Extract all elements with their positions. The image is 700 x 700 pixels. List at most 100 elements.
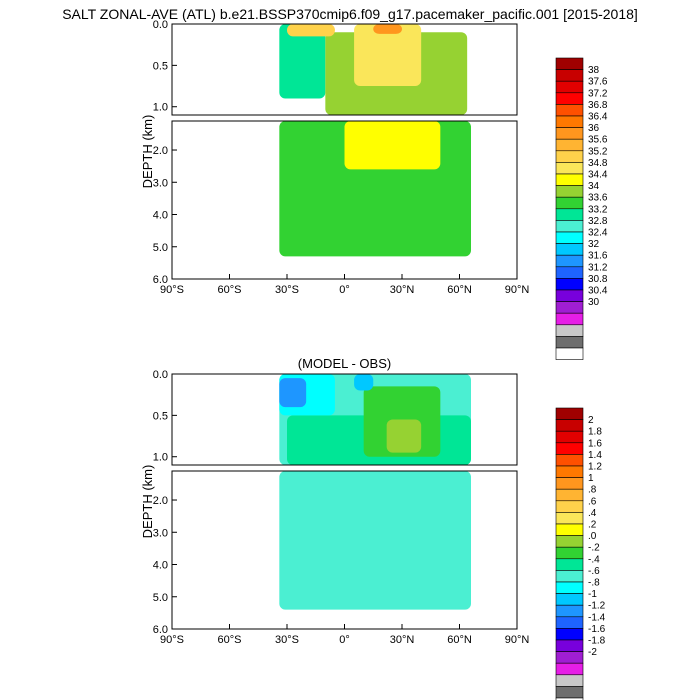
colorbar-swatch — [555, 138, 584, 152]
colorbar-swatch — [555, 289, 584, 302]
colorbar-swatch — [555, 92, 584, 105]
colorbar-swatch — [555, 674, 584, 687]
y-tick-label: 6.0 — [153, 624, 168, 636]
colorbar-label: 1.8 — [588, 427, 602, 438]
colorbar-label: 36.8 — [588, 100, 608, 111]
lower-field-panel-1 — [279, 121, 471, 257]
colorbar-label: -2 — [588, 647, 597, 658]
colorbar-label: 34.8 — [588, 158, 608, 169]
colorbar-label: 34.4 — [588, 170, 608, 181]
colorbar-swatch — [555, 347, 584, 360]
x-tick-label: 30°S — [275, 284, 299, 296]
colorbar-label: 32.8 — [588, 216, 608, 227]
colorbar-label: .6 — [588, 496, 597, 507]
colorbar-swatch — [555, 535, 584, 548]
contour-fields — [279, 24, 471, 610]
colorbar-swatch — [555, 419, 584, 432]
colorbar-label: 1 — [588, 473, 594, 484]
colorbar-label: 36 — [588, 123, 600, 134]
colorbar-swatch — [555, 488, 584, 502]
y-tick-label: 4.0 — [153, 560, 168, 572]
colorbar-swatch — [555, 104, 584, 117]
x-tick-label: 30°S — [275, 634, 299, 646]
x-tick-label: 90°S — [160, 634, 184, 646]
lower-field-panel-2 — [279, 471, 471, 610]
colorbar-swatch — [555, 127, 584, 140]
colorbar-label: .4 — [588, 508, 597, 519]
colorbar-label: 37.6 — [588, 77, 608, 88]
colorbar-swatch — [555, 593, 584, 606]
colorbar-label: 30.4 — [588, 286, 608, 297]
colorbar-label: 38 — [588, 65, 600, 76]
colorbar-swatch — [555, 662, 584, 676]
colorbar-label: -.8 — [588, 578, 600, 589]
colorbar-swatch — [555, 173, 584, 186]
upper-frame — [171, 23, 518, 116]
colorbar-swatch — [555, 686, 584, 699]
x-tick-label: 60°N — [447, 284, 472, 296]
colorbar-swatch — [555, 616, 584, 629]
colorbar-swatch — [555, 512, 584, 525]
colorbar-label: -.6 — [588, 566, 600, 577]
contour-region — [279, 24, 326, 99]
colorbar-label: 34 — [588, 181, 600, 192]
colorbar-label: -.2 — [588, 543, 600, 554]
y-tick-label: 4.0 — [153, 210, 168, 222]
x-tick-label: 60°S — [218, 634, 242, 646]
colorbar-label: 35.6 — [588, 135, 608, 146]
colorbar-swatch — [555, 697, 584, 700]
colorbar-swatch — [555, 628, 584, 641]
colorbar-swatch — [555, 523, 584, 536]
colorbar-swatch — [555, 150, 584, 163]
y-tick-label: 5.0 — [153, 592, 168, 604]
colorbar-label: -1.2 — [588, 601, 606, 612]
colorbar-label: .2 — [588, 520, 597, 531]
colorbar-label: 31.6 — [588, 251, 608, 262]
colorbar-swatch — [555, 558, 584, 571]
y-tick-label: 2.0 — [153, 145, 168, 157]
colorbar-swatch — [555, 196, 584, 210]
colorbar-swatch — [555, 80, 584, 94]
y-axis-title: DEPTH (km) — [140, 115, 155, 189]
x-tick-label: 60°S — [218, 284, 242, 296]
contour-region — [279, 471, 471, 610]
colorbar-label: 32 — [588, 239, 600, 250]
figure-title: SALT ZONAL-AVE (ATL) b.e21.BSSP370cmip6.… — [62, 6, 638, 22]
colorbar-panel-1: 3837.637.236.836.43635.635.234.834.43433… — [555, 57, 608, 360]
colorbar-label: -1.4 — [588, 612, 606, 623]
colorbar-swatch — [555, 477, 584, 490]
contour-region — [344, 121, 441, 170]
colorbar-swatch — [555, 442, 584, 455]
colorbar-swatch — [555, 581, 584, 594]
colorbar-label: 31.2 — [588, 262, 608, 273]
colorbar-swatch — [555, 651, 584, 664]
x-tick-label: 90°N — [505, 284, 530, 296]
colorbar-swatch — [555, 324, 584, 337]
colorbar-swatch — [555, 500, 584, 513]
x-tick-label: 0° — [339, 634, 350, 646]
colorbar-label: 30.8 — [588, 274, 608, 285]
colorbar-swatch — [555, 185, 584, 198]
colorbar-panel-2: 21.81.61.41.21.8.6.4.2.0-.2-.4-.6-.8-1-1… — [555, 407, 606, 700]
colorbar-swatch — [555, 69, 584, 82]
x-tick-label: 30°N — [390, 634, 415, 646]
colorbar-swatch — [555, 208, 584, 221]
y-tick-label: 0.5 — [153, 410, 168, 422]
colorbar-label: -1.6 — [588, 624, 606, 635]
y-tick-label: 1.0 — [153, 102, 168, 114]
upper-frame — [171, 373, 518, 466]
y-tick-label: 0.0 — [153, 369, 168, 381]
contour-region — [354, 374, 374, 391]
colorbar-label: -.4 — [588, 554, 600, 565]
colorbar-swatch — [555, 57, 584, 70]
colorbar-swatch — [555, 301, 584, 314]
colorbar-swatch — [555, 278, 584, 291]
colorbar-swatch — [555, 465, 584, 478]
colorbar-label: 1.2 — [588, 462, 602, 473]
colorbar-swatch — [555, 570, 584, 583]
colorbar-swatch — [555, 639, 584, 652]
colorbar-swatch — [555, 454, 584, 467]
colorbars: 3837.637.236.836.43635.635.234.834.43433… — [555, 57, 608, 700]
contour-region — [287, 24, 335, 37]
